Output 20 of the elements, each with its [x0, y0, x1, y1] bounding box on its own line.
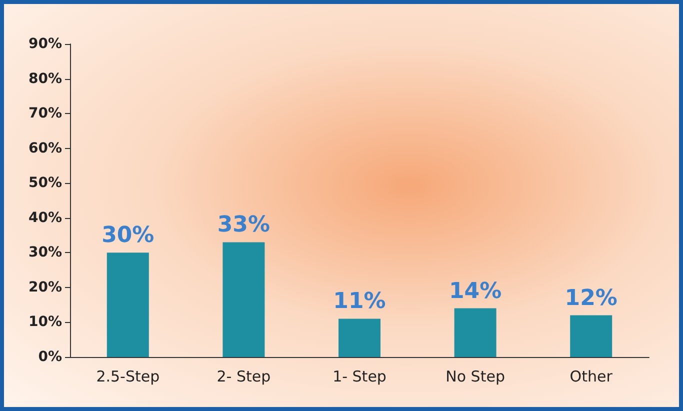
y-tick-label: 0%: [38, 349, 62, 365]
x-tick-label: 2- Step: [216, 368, 271, 386]
y-tick-label: 50%: [28, 175, 62, 192]
y-tick-label: 10%: [28, 314, 62, 330]
x-tick-label: 2.5-Step: [96, 368, 160, 386]
data-label: 33%: [217, 212, 270, 238]
data-label: 12%: [564, 286, 618, 311]
x-tick-label: 1- Step: [332, 368, 386, 386]
y-tick-label: 90%: [28, 36, 62, 52]
y-tick-label: 70%: [28, 106, 62, 122]
y-tick-label: 40%: [28, 210, 62, 226]
data-label: 11%: [333, 289, 386, 314]
x-tick-label: No Step: [446, 368, 505, 386]
x-tick-label: Other: [570, 368, 614, 386]
data-label: 14%: [448, 278, 502, 304]
y-tick-label: 20%: [28, 279, 62, 296]
y-tick-label: 30%: [28, 244, 62, 261]
y-tick-label: 60%: [28, 140, 62, 156]
y-tick-label: 80%: [28, 70, 62, 87]
data-label: 30%: [102, 223, 154, 248]
